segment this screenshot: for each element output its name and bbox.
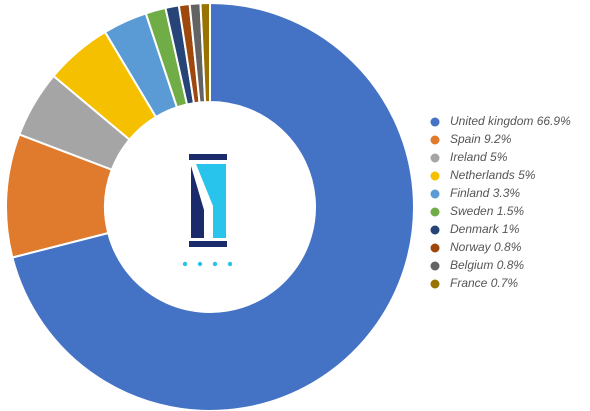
legend-value: 3.3% (493, 186, 521, 200)
legend-value: 9.2% (484, 132, 512, 146)
legend-swatch (430, 225, 440, 235)
legend-name: United kingdom (450, 114, 533, 128)
legend-swatch (430, 153, 440, 163)
legend-swatch (430, 135, 440, 145)
legend-value: 5% (490, 150, 508, 164)
legend-label: France 0.7% (450, 276, 518, 290)
legend-name: Sweden (450, 204, 494, 218)
legend-label: Netherlands 5% (450, 168, 536, 182)
legend-swatch (430, 261, 440, 271)
legend-label: Finland 3.3% (450, 186, 520, 200)
legend-label: Belgium 0.8% (450, 258, 524, 272)
legend-label: Denmark 1% (450, 222, 520, 236)
legend-label: Ireland 5% (450, 150, 508, 164)
legend-swatch (430, 207, 440, 217)
slice (199, 1, 211, 104)
legend-value: 0.8% (494, 240, 522, 254)
legend-name: Denmark (450, 222, 500, 236)
legend-label: United kingdom 66.9% (450, 114, 571, 128)
legend-value: 0.8% (497, 258, 525, 272)
legend-swatch (430, 243, 440, 253)
legend-name: Spain (450, 132, 481, 146)
legend-value: 1% (502, 222, 520, 236)
legend-name: Finland (450, 186, 490, 200)
legend-name: France (450, 276, 488, 290)
slice (11, 1, 415, 411)
legend-name: Belgium (450, 258, 493, 272)
legend-value: 5% (518, 168, 536, 182)
legend-value: 1.5% (497, 204, 525, 218)
legend-label: Spain 9.2% (450, 132, 512, 146)
legend-name: Norway (450, 240, 492, 254)
legend-swatch (430, 171, 440, 181)
legend-swatch (430, 279, 440, 289)
legend-swatch (430, 117, 440, 127)
legend-label: Norway 0.8% (450, 240, 522, 254)
logo (182, 154, 233, 267)
legend-label: Sweden 1.5% (450, 204, 524, 218)
legend-value: 0.7% (491, 276, 519, 290)
legend-swatch (430, 189, 440, 199)
legend-value: 66.9% (537, 114, 571, 128)
legend-name: Ireland (450, 150, 487, 164)
legend-name: Netherlands (450, 168, 515, 182)
